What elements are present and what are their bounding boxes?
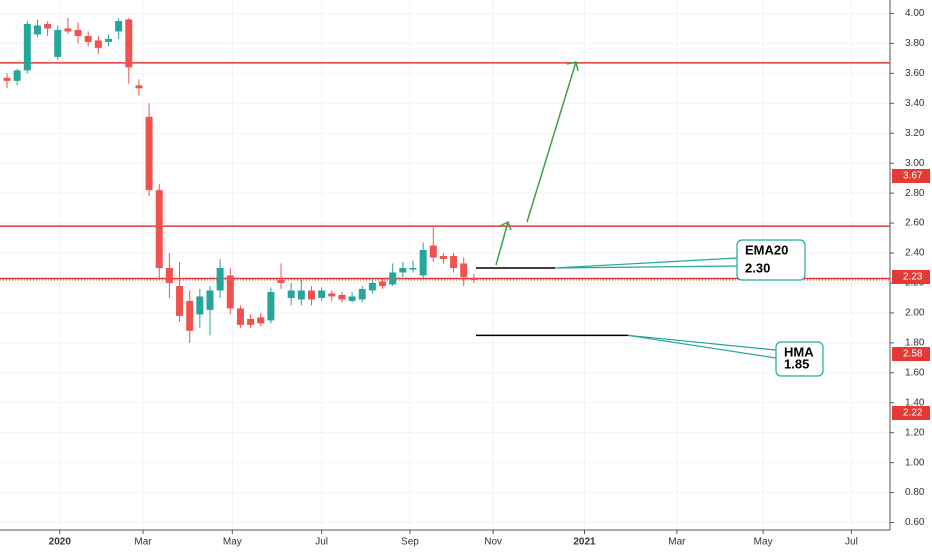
x-tick-label: May <box>754 537 773 548</box>
price-tag-label: 2.22 <box>903 408 923 419</box>
callout-value: 2.30 <box>745 260 770 275</box>
arrow <box>495 221 509 266</box>
candle-body <box>247 318 255 325</box>
y-tick-label: 2.00 <box>905 308 925 319</box>
candle-body <box>389 272 397 285</box>
candle-body <box>287 290 295 298</box>
y-tick-label: 3.40 <box>905 98 925 109</box>
candle-body <box>186 300 194 331</box>
y-tick-label: 3.60 <box>905 68 925 79</box>
candle-body <box>379 281 387 286</box>
candle-body <box>297 290 305 300</box>
candle-body <box>74 29 82 36</box>
y-tick-label: 2.40 <box>905 248 925 259</box>
candle-body <box>23 23 31 71</box>
price-tag <box>892 406 930 420</box>
candle-body <box>419 250 427 276</box>
y-tick-label: 2.80 <box>905 188 925 199</box>
candle-body <box>145 116 153 191</box>
candle-body <box>226 275 234 309</box>
y-tick-label: 2.60 <box>905 218 925 229</box>
callout-title: EMA20 <box>745 242 788 257</box>
price-tag <box>892 169 930 183</box>
x-tick-label: May <box>223 537 242 548</box>
candle-body <box>236 308 244 325</box>
candle-body <box>33 25 41 35</box>
candle-body <box>328 293 336 297</box>
candle-body <box>348 296 356 301</box>
x-tick-label: Jul <box>315 537 328 548</box>
candle-body <box>44 23 52 29</box>
y-tick-label: 3.20 <box>905 128 925 139</box>
candle-body <box>125 19 133 68</box>
candle-body <box>368 282 376 291</box>
price-tag-label: 3.67 <box>903 171 923 182</box>
callout-box <box>775 341 824 377</box>
candle-body <box>450 256 458 268</box>
candle-body <box>399 267 407 273</box>
candle-body <box>3 77 11 81</box>
arrow-head <box>566 61 579 72</box>
candle-body <box>176 285 184 316</box>
candle-body <box>64 28 72 32</box>
candle-body <box>439 256 447 260</box>
price-tag <box>892 347 930 361</box>
y-tick-label: 0.60 <box>905 517 925 528</box>
candle-body <box>54 29 62 57</box>
candle-body <box>358 288 366 300</box>
candle-body <box>13 70 21 81</box>
y-tick-label: 3.80 <box>905 38 925 49</box>
candle-body <box>277 279 285 283</box>
price-tag <box>892 270 930 284</box>
x-tick-label: Mar <box>134 537 152 548</box>
candle-body <box>460 263 468 277</box>
y-tick-label: 3.00 <box>905 158 925 169</box>
y-tick-label: 1.20 <box>905 427 925 438</box>
candle-body <box>206 290 214 310</box>
candle-body <box>257 317 265 324</box>
y-tick-label: 0.80 <box>905 487 925 498</box>
y-tick-label: 1.60 <box>905 367 925 378</box>
candle-body <box>338 294 346 300</box>
candle-body <box>429 245 437 258</box>
price-tag-label: 2.58 <box>903 349 923 360</box>
x-tick-label: Nov <box>484 537 502 548</box>
y-tick-label: 1.40 <box>905 397 925 408</box>
candle-body <box>196 296 204 315</box>
x-tick-label: 2021 <box>573 537 596 548</box>
candle-body <box>115 20 123 32</box>
callout-title: HMA <box>784 344 814 359</box>
grid <box>0 0 890 530</box>
candle-body <box>318 290 326 298</box>
arrow-head <box>499 220 512 231</box>
arrow <box>526 61 577 223</box>
y-tick-label: 4.00 <box>905 8 925 19</box>
candle-body <box>135 85 143 89</box>
x-tick-label: Sep <box>401 537 419 548</box>
candle-body <box>267 291 275 321</box>
candle-body <box>409 267 417 270</box>
candle-body <box>94 40 102 48</box>
candle-body <box>470 278 478 280</box>
candle-body <box>307 290 315 300</box>
callout-value: 1.85 <box>784 356 809 371</box>
callout-box <box>736 239 806 281</box>
candle-body <box>165 267 173 283</box>
candle-body <box>84 35 92 42</box>
callout-pointer <box>554 257 738 269</box>
x-tick-label: Jul <box>845 537 858 548</box>
candle-body <box>104 38 112 42</box>
candle-body <box>216 267 224 291</box>
callout-pointer <box>627 334 777 359</box>
candle-body <box>155 190 163 268</box>
y-tick-label: 1.80 <box>905 337 925 348</box>
x-tick-label: Mar <box>668 537 686 548</box>
x-tick-label: 2020 <box>49 537 72 548</box>
price-tag-label: 2.23 <box>903 272 923 283</box>
y-tick-label: 1.00 <box>905 457 925 468</box>
